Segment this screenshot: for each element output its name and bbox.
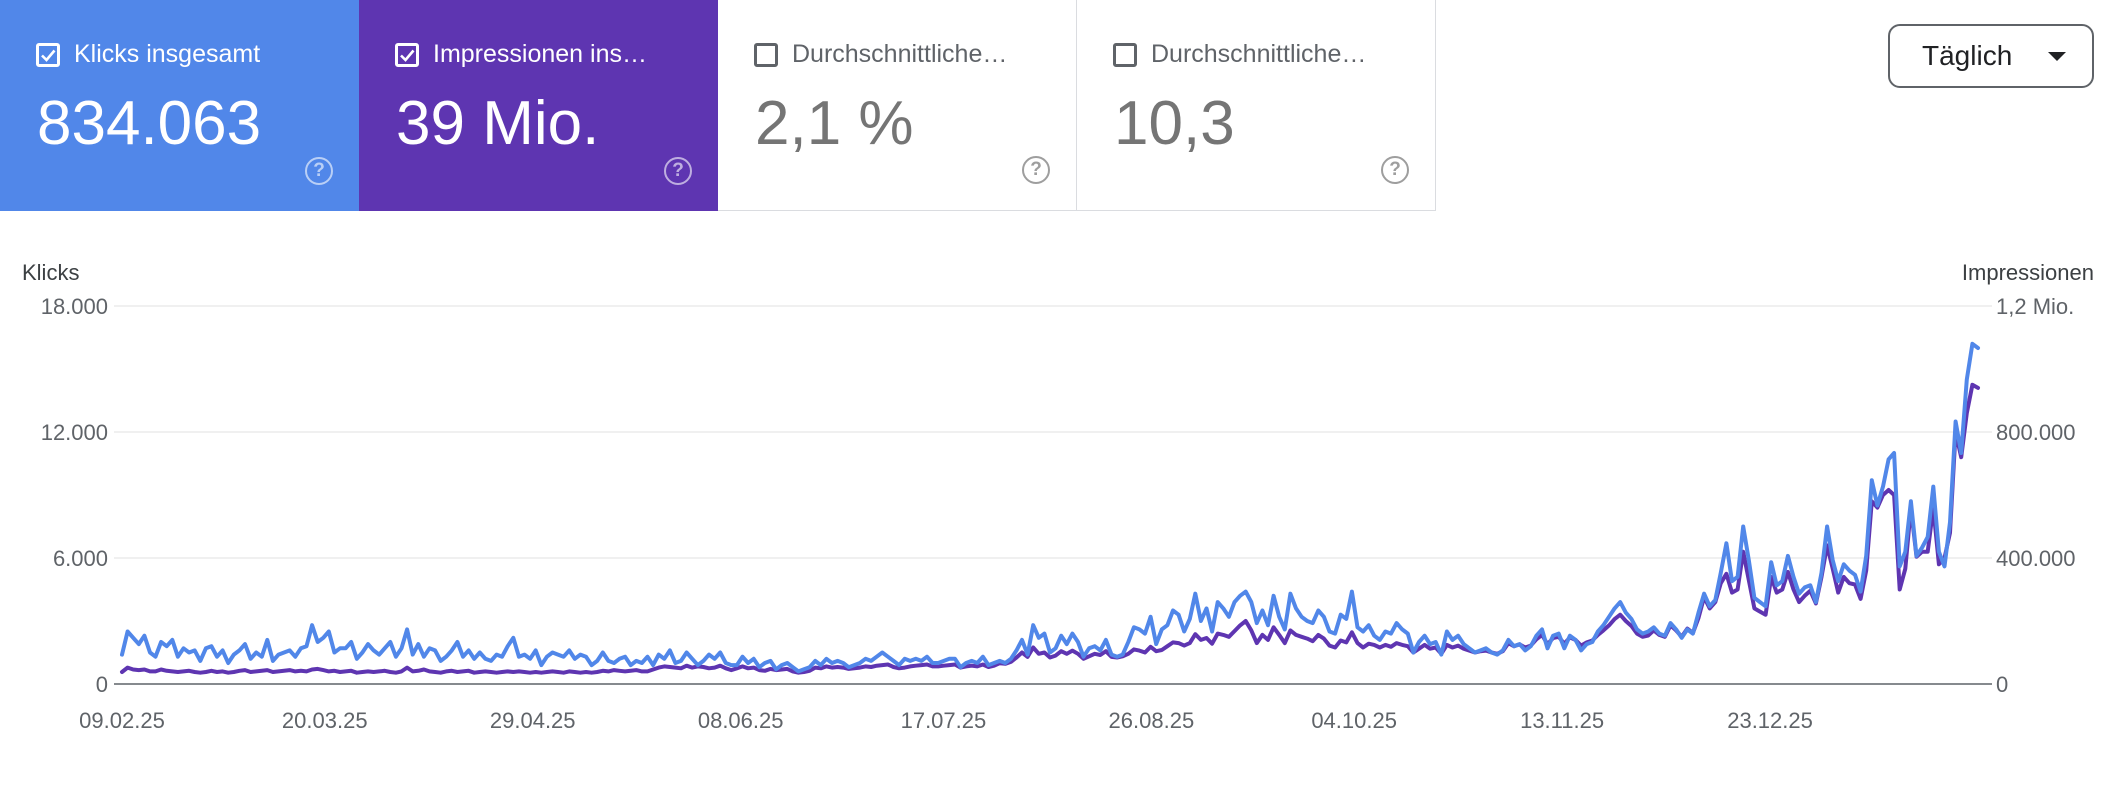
gridlines xyxy=(114,305,1992,685)
left-tick-label: 18.000 xyxy=(41,294,108,319)
metric-label: Durchschnittliche… xyxy=(792,40,1008,68)
performance-chart: Klicks Impressionen 0 6.000 12.000 18.000 0… xyxy=(22,260,2094,733)
left-tick-label: 6.000 xyxy=(53,546,108,571)
help-icon[interactable]: ? xyxy=(1381,156,1409,184)
metric-card-total-impressions[interactable]: Impressionen ins… 39 Mio. ? xyxy=(359,0,718,211)
left-tick-label: 0 xyxy=(96,672,108,697)
x-tick-label: 08.06.25 xyxy=(698,708,784,733)
metric-card-header: Klicks insgesamt xyxy=(36,40,260,69)
right-axis-ticks: 0 400.000 800.000 1,2 Mio. xyxy=(1996,294,2076,697)
metric-value: 834.063 xyxy=(37,89,262,158)
help-icon[interactable]: ? xyxy=(305,157,333,185)
x-axis-ticks: 09.02.25 20.03.25 29.04.25 08.06.25 17.07.25… xyxy=(79,708,1813,733)
x-tick-label: 04.10.25 xyxy=(1311,708,1397,733)
metric-card-average-position[interactable]: Durchschnittliche… 10,3 ? xyxy=(1077,0,1436,211)
caret-down-icon xyxy=(2048,52,2066,61)
metric-card-average-ctr[interactable]: Durchschnittliche… 2,1 % ? xyxy=(718,0,1077,211)
series-line-impressionen xyxy=(120,382,1980,675)
help-icon[interactable]: ? xyxy=(1022,156,1050,184)
granularity-dropdown[interactable]: Täglich xyxy=(1888,24,2094,88)
metric-label: Impressionen ins… xyxy=(433,40,647,68)
help-icon[interactable]: ? xyxy=(664,157,692,185)
x-tick-label: 17.07.25 xyxy=(901,708,987,733)
right-axis-title: Impressionen xyxy=(1962,260,2094,285)
x-tick-label: 29.04.25 xyxy=(490,708,576,733)
metric-value: 39 Mio. xyxy=(396,89,600,158)
right-tick-label: 1,2 Mio. xyxy=(1996,294,2074,319)
metric-card-header: Impressionen ins… xyxy=(395,40,647,69)
x-tick-label: 26.08.25 xyxy=(1109,708,1195,733)
left-axis-title: Klicks xyxy=(22,260,79,285)
metric-value: 10,3 xyxy=(1114,89,1235,158)
checkbox-checked-icon[interactable] xyxy=(395,42,419,67)
left-axis-ticks: 0 6.000 12.000 18.000 xyxy=(41,294,108,697)
checkbox-unchecked-icon[interactable] xyxy=(1113,42,1137,67)
x-tick-label: 20.03.25 xyxy=(282,708,368,733)
metric-label: Durchschnittliche… xyxy=(1151,40,1367,68)
series-lines xyxy=(120,341,1980,675)
metric-card-header: Durchschnittliche… xyxy=(754,40,1007,69)
metric-card-total-clicks[interactable]: Klicks insgesamt 834.063 ? xyxy=(0,0,359,211)
right-tick-label: 800.000 xyxy=(1996,420,2076,445)
left-tick-label: 12.000 xyxy=(41,420,108,445)
x-tick-label: 13.11.25 xyxy=(1520,708,1604,733)
series-line-klicks xyxy=(120,341,1980,674)
right-tick-label: 0 xyxy=(1996,672,2008,697)
x-tick-label: 09.02.25 xyxy=(79,708,165,733)
checkbox-checked-icon[interactable] xyxy=(36,42,60,67)
metric-card-header: Durchschnittliche… xyxy=(1113,40,1366,69)
metric-label: Klicks insgesamt xyxy=(74,40,261,68)
granularity-label: Täglich xyxy=(1922,40,2013,71)
x-tick-label: 23.12.25 xyxy=(1727,708,1813,733)
metric-cards: Klicks insgesamt 834.063 ? Impressionen … xyxy=(0,0,1436,211)
metric-value: 2,1 % xyxy=(755,89,914,158)
checkbox-unchecked-icon[interactable] xyxy=(754,42,778,67)
right-tick-label: 400.000 xyxy=(1996,546,2076,571)
